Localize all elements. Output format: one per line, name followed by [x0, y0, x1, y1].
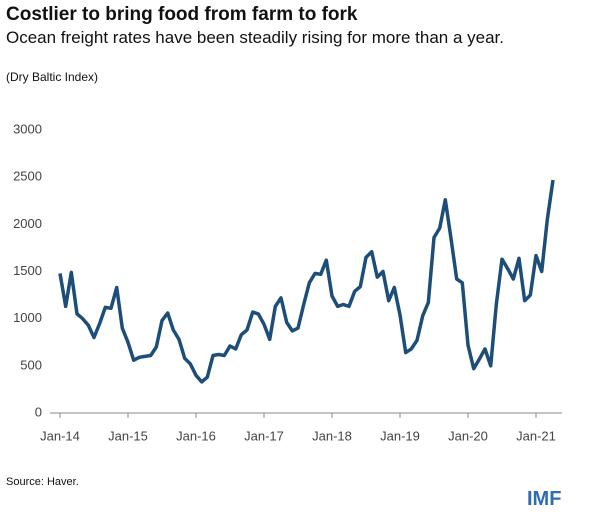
x-tick-label: Jan-20: [448, 428, 488, 443]
x-tick-label: Jan-15: [108, 428, 148, 443]
y-tick-label: 500: [20, 357, 42, 372]
x-tick-label: Jan-19: [380, 428, 420, 443]
source-note: Source: Haver.: [6, 476, 79, 488]
x-tick-label: Jan-14: [40, 428, 80, 443]
y-tick-label: 1500: [13, 263, 42, 278]
data-line: [58, 179, 555, 384]
x-tick-label: Jan-16: [176, 428, 216, 443]
x-tick-label: Jan-17: [244, 428, 284, 443]
chart: 0 500 1000 1500 2000 2500 3000 Jan-14 Jan-15 Jan-…: [13, 121, 562, 443]
y-tick-label: 0: [35, 404, 42, 419]
chart-title: Costlier to bring food from farm to fork: [6, 4, 358, 25]
logo: IMF: [527, 488, 562, 510]
y-tick-label: 1000: [13, 310, 42, 325]
y-tick-label: 3000: [13, 121, 42, 136]
chart-note: (Dry Baltic Index): [6, 70, 99, 84]
y-tick-label: 2500: [13, 169, 42, 184]
y-tick-label: 2000: [13, 216, 42, 231]
chart-subtitle: Ocean freight rates have been steadily r…: [6, 28, 504, 47]
x-tick-label: Jan-21: [516, 428, 556, 443]
x-tick-label: Jan-18: [312, 428, 352, 443]
